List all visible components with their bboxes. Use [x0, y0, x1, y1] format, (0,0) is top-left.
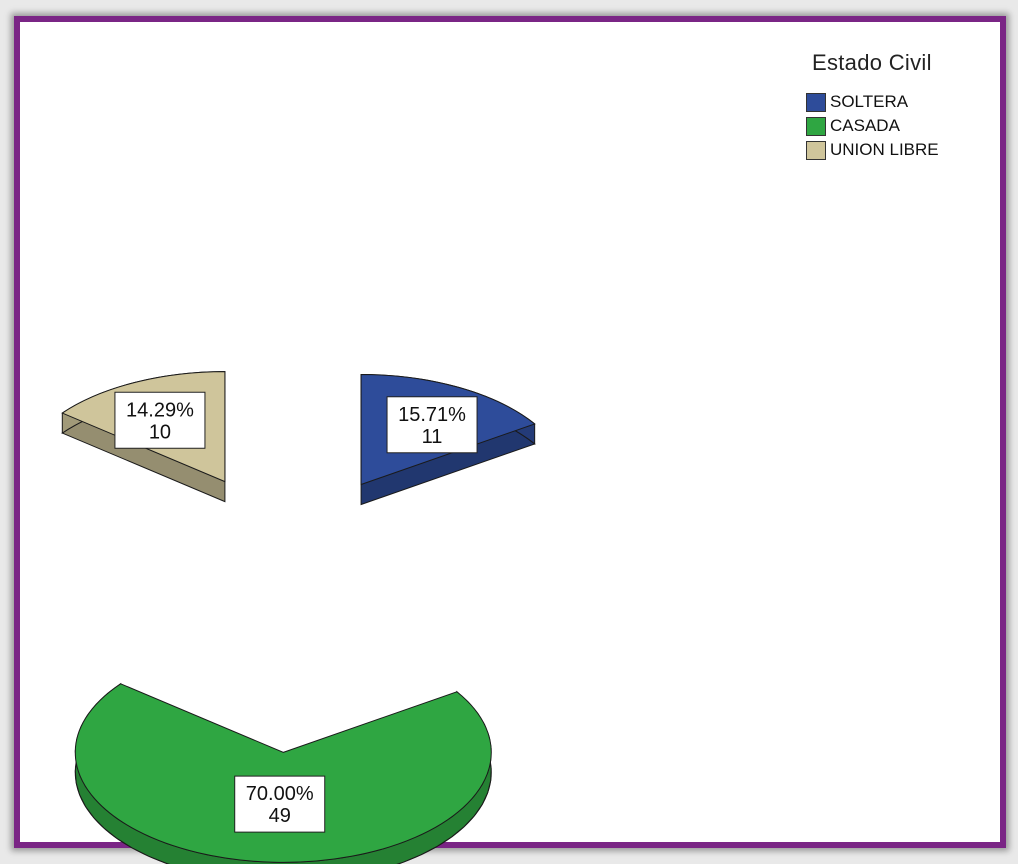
data-label-box-union-libre: [114, 391, 206, 449]
data-label-count-soltera: 11: [422, 426, 443, 448]
data-label-box-soltera: [386, 396, 478, 454]
legend: Estado Civil SOLTERA CASADA UNION LIBRE: [806, 50, 939, 162]
legend-swatch-soltera: [806, 92, 826, 112]
legend-title: Estado Civil: [812, 50, 932, 75]
data-label-casada: 70.00%49: [234, 775, 326, 833]
data-label-percent-soltera: 15.71%: [398, 404, 466, 426]
data-label-percent-union-libre: 14.29%: [126, 399, 194, 421]
legend-item-union-libre: UNION LIBRE: [806, 138, 939, 162]
data-label-union-libre: 14.29%10: [114, 391, 206, 449]
slice-top-casada: [74, 683, 492, 863]
data-label-box-casada: [234, 775, 326, 833]
legend-label-union-libre: UNION LIBRE: [830, 140, 939, 159]
legend-item-casada: CASADA: [806, 114, 939, 138]
data-label-count-union-libre: 10: [149, 421, 171, 443]
data-label-count-casada: 49: [269, 805, 291, 827]
legend-label-casada: CASADA: [830, 116, 900, 135]
legend-swatch-union-libre: [806, 140, 826, 160]
legend-label-soltera: SOLTERA: [830, 92, 909, 111]
data-label-percent-casada: 70.00%: [246, 783, 314, 805]
slice-casada: [74, 682, 492, 864]
data-label-soltera: 15.71%11: [386, 396, 478, 454]
legend-item-soltera: SOLTERA: [806, 90, 939, 114]
legend-swatch-casada: [806, 116, 826, 136]
